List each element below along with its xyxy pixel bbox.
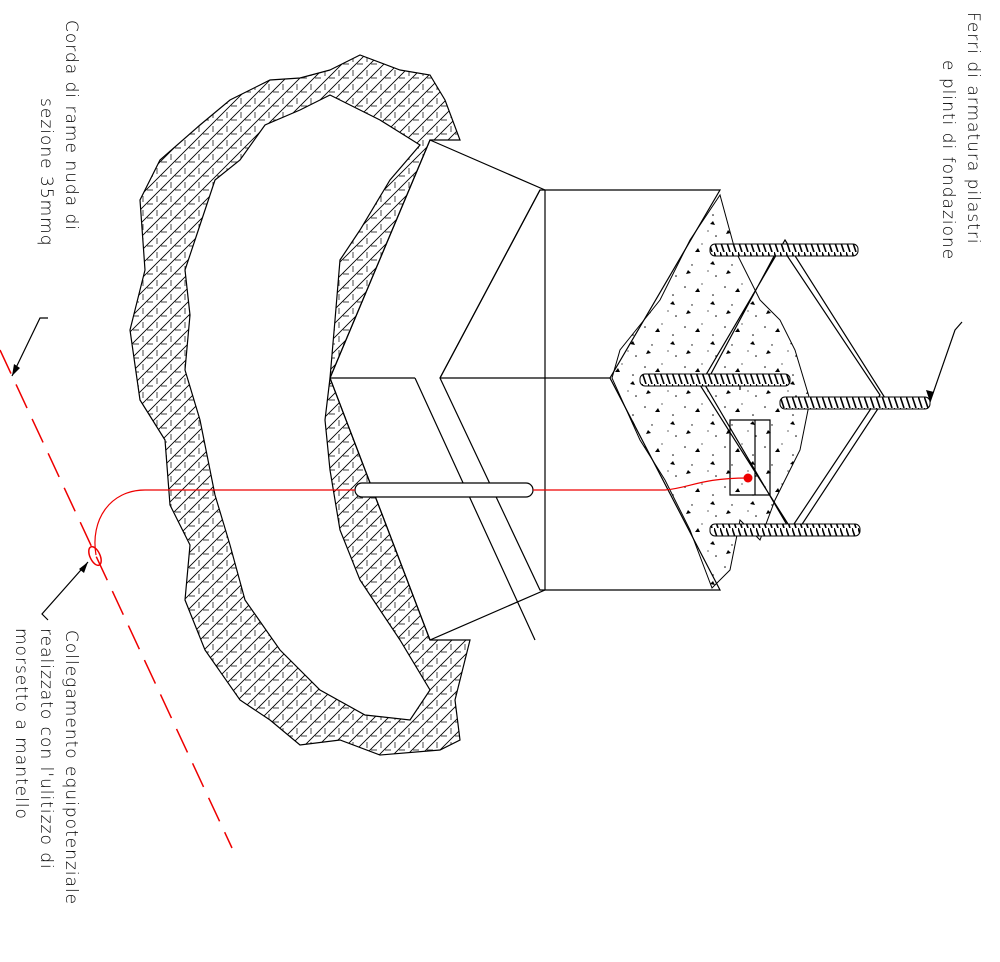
rebar xyxy=(709,523,861,537)
label: Ferri di armatura pilastri xyxy=(963,12,983,245)
label: e plinti di fondazione xyxy=(938,60,958,260)
wire xyxy=(94,477,749,556)
label: sezione 35mmq xyxy=(36,98,56,247)
label: Collegamento equipotenziale xyxy=(61,630,81,905)
label: realizzato con l'ulitizzo di xyxy=(36,628,56,870)
plinth xyxy=(329,139,546,641)
arrow xyxy=(926,390,934,402)
wire-end xyxy=(743,473,753,483)
label: morsetto a mantello xyxy=(11,628,31,820)
rebar xyxy=(709,243,859,257)
leader xyxy=(11,317,48,377)
leader xyxy=(41,561,89,621)
ground xyxy=(129,54,471,756)
rebar xyxy=(639,373,791,387)
leader xyxy=(929,321,963,403)
arrow xyxy=(79,562,88,573)
rebar xyxy=(779,396,931,410)
concrete xyxy=(611,193,811,589)
copper-rope xyxy=(0,349,233,849)
clamp xyxy=(88,545,102,567)
rod xyxy=(354,482,534,498)
label: Corda di rame nuda di xyxy=(61,20,81,231)
arrow xyxy=(12,364,20,376)
